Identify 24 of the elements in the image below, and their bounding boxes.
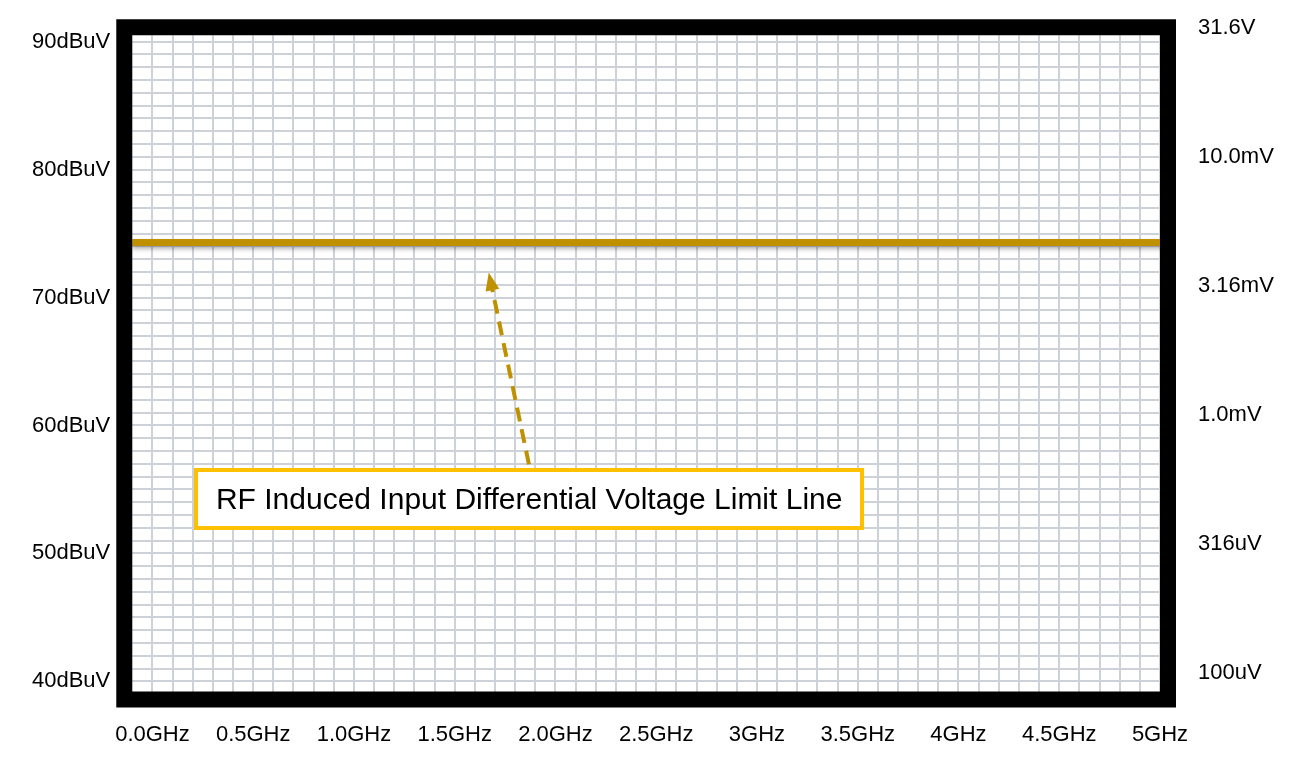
text: 3.16mV bbox=[1198, 271, 1274, 298]
y-tick-label: 90dBuV bbox=[31, 27, 111, 53]
annotation: RF Induced Input Differential Voltage Limit Line bbox=[193, 468, 865, 531]
x-tick-label: 2.0GHz bbox=[518, 720, 593, 746]
text: 100uV bbox=[1198, 658, 1262, 685]
y-tick-label: 80dBuV bbox=[31, 155, 111, 181]
y-tick-label: 50dBuV bbox=[31, 539, 111, 565]
text: 31.6V bbox=[1198, 14, 1256, 41]
x-tick-label: 1.5GHz bbox=[417, 720, 493, 746]
y-tick-label: 60dBuV bbox=[31, 411, 111, 437]
x-tick-label: 3.5GHz bbox=[820, 720, 896, 746]
y-tick-label: 40dBuV bbox=[31, 667, 111, 693]
x-tick-label: 0.0GHz bbox=[115, 720, 190, 746]
x-tick-label: 2.5GHz bbox=[618, 720, 694, 746]
x-tick-label: 5GHz bbox=[1131, 720, 1189, 746]
x-tick-label: 0.5GHz bbox=[215, 720, 291, 746]
text: 1.0mV bbox=[1198, 400, 1262, 427]
x-tick-label: 4.5GHz bbox=[1021, 720, 1097, 746]
x-tick-label: 3GHz bbox=[728, 720, 786, 746]
x-tick-label: 4GHz bbox=[930, 720, 987, 746]
x-tick-label: 1.0GHz bbox=[316, 720, 392, 746]
text: 10.0mV bbox=[1198, 143, 1274, 170]
y-tick-label: 70dBuV bbox=[31, 283, 111, 309]
text: 316uV bbox=[1198, 529, 1262, 556]
